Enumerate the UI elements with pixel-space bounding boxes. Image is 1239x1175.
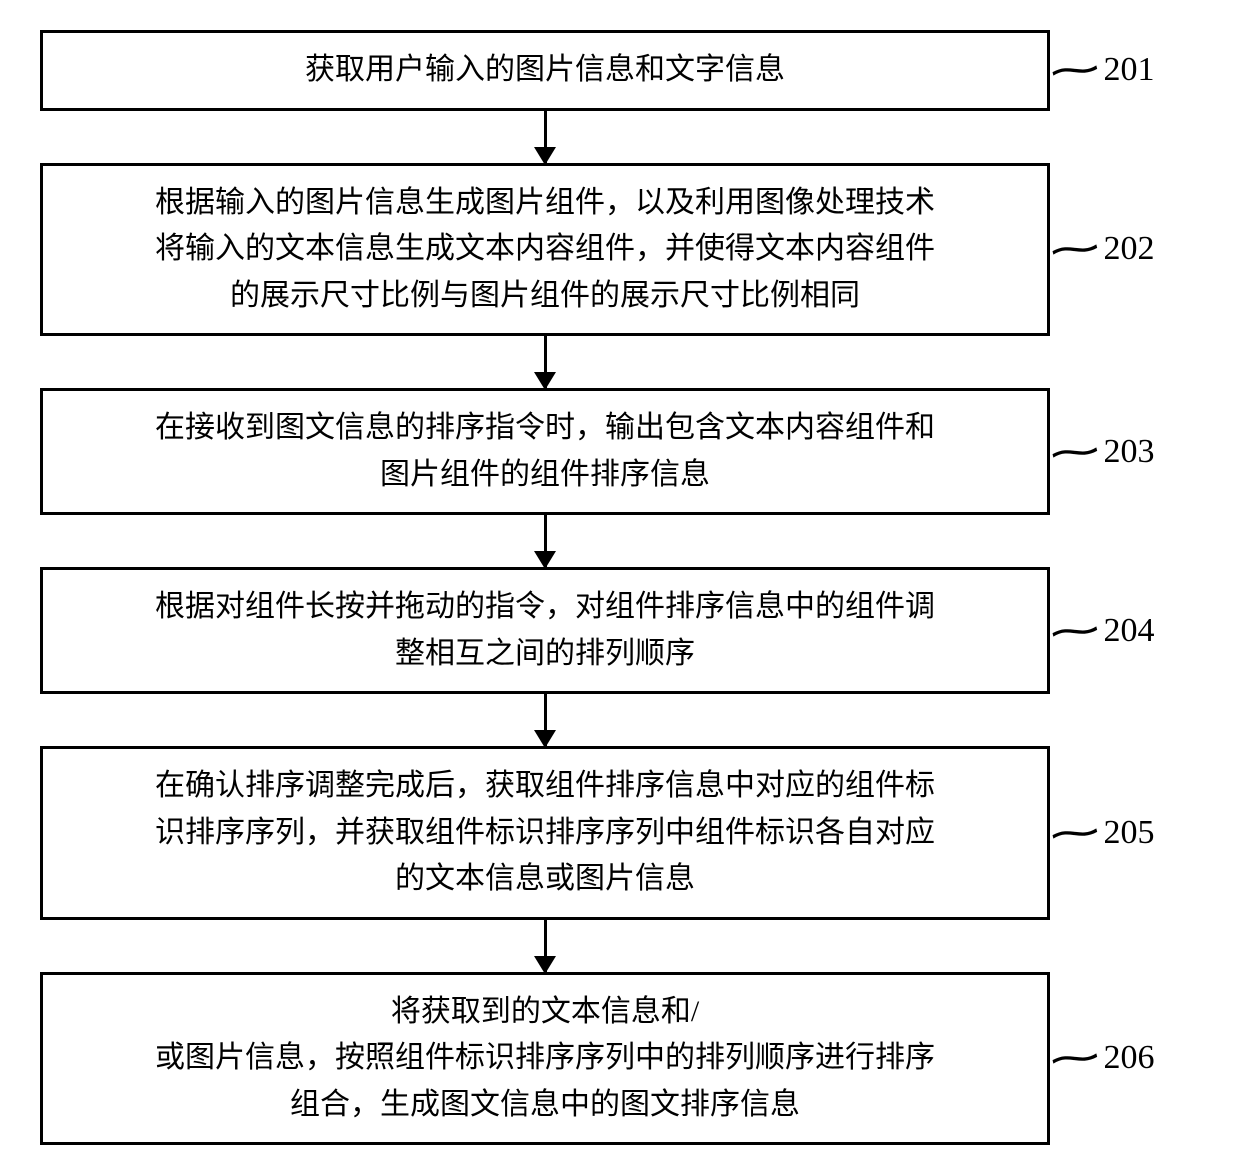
flow-step-box: 在接收到图文信息的排序指令时，输出包含文本内容组件和 图片组件的组件排序信息 — [40, 388, 1050, 515]
connector-tilde-icon: ∼ — [1040, 1036, 1110, 1080]
connector-tilde-icon: ∼ — [1040, 429, 1110, 473]
flow-step-box: 获取用户输入的图片信息和文字信息 — [40, 30, 1050, 111]
flow-step-text: 将获取到的文本信息和/ — [391, 989, 699, 1036]
flow-step-text: 的展示尺寸比例与图片组件的展示尺寸比例相同 — [230, 273, 860, 320]
flow-step-text: 图片组件的组件排序信息 — [380, 452, 710, 499]
flow-step: 在确认排序调整完成后，获取组件排序信息中对应的组件标 识排序序列，并获取组件标识… — [40, 746, 1200, 920]
connector-tilde-icon: ∼ — [1040, 48, 1110, 92]
flow-step-text: 将输入的文本信息生成文本内容组件，并使得文本内容组件 — [155, 226, 935, 273]
flow-step: 将获取到的文本信息和/ 或图片信息，按照组件标识排序序列中的排列顺序进行排序 组… — [40, 972, 1200, 1146]
flow-step-label: ∼ 205 — [1058, 813, 1155, 853]
flow-arrow — [40, 515, 1050, 567]
flow-step-text: 的文本信息或图片信息 — [395, 856, 695, 903]
flow-arrow — [40, 111, 1050, 163]
flow-step-number: 201 — [1104, 51, 1155, 89]
flowchart-container: 获取用户输入的图片信息和文字信息 ∼ 201 根据输入的图片信息生成图片组件，以… — [40, 30, 1200, 1145]
flow-step-label: ∼ 203 — [1058, 432, 1155, 472]
flow-arrow — [40, 920, 1050, 972]
flow-step-number: 205 — [1104, 814, 1155, 852]
flow-step-text: 获取用户输入的图片信息和文字信息 — [305, 47, 785, 94]
flow-step-box: 将获取到的文本信息和/ 或图片信息，按照组件标识排序序列中的排列顺序进行排序 组… — [40, 972, 1050, 1146]
flow-step-text: 组合，生成图文信息中的图文排序信息 — [290, 1082, 800, 1129]
flow-step-label: ∼ 202 — [1058, 229, 1155, 269]
flow-step-label: ∼ 204 — [1058, 611, 1155, 651]
flow-step-label: ∼ 206 — [1058, 1038, 1155, 1078]
flow-step-text: 根据对组件长按并拖动的指令，对组件排序信息中的组件调 — [155, 584, 935, 631]
flow-step: 在接收到图文信息的排序指令时，输出包含文本内容组件和 图片组件的组件排序信息 ∼… — [40, 388, 1200, 515]
flow-step-number: 206 — [1104, 1039, 1155, 1077]
flow-arrow — [40, 336, 1050, 388]
connector-tilde-icon: ∼ — [1040, 608, 1110, 652]
flow-step-text: 在接收到图文信息的排序指令时，输出包含文本内容组件和 — [155, 405, 935, 452]
flow-step: 根据对组件长按并拖动的指令，对组件排序信息中的组件调 整相互之间的排列顺序 ∼ … — [40, 567, 1200, 694]
flow-step-text: 或图片信息，按照组件标识排序序列中的排列顺序进行排序 — [155, 1035, 935, 1082]
connector-tilde-icon: ∼ — [1040, 811, 1110, 855]
flow-arrow — [40, 694, 1050, 746]
connector-tilde-icon: ∼ — [1040, 227, 1110, 271]
flow-step-text: 整相互之间的排列顺序 — [395, 631, 695, 678]
flow-step-number: 203 — [1104, 433, 1155, 471]
flow-step-text: 根据输入的图片信息生成图片组件，以及利用图像处理技术 — [155, 180, 935, 227]
flow-step-text: 在确认排序调整完成后，获取组件排序信息中对应的组件标 — [155, 763, 935, 810]
flow-step-label: ∼ 201 — [1058, 50, 1155, 90]
flow-step-box: 根据输入的图片信息生成图片组件，以及利用图像处理技术 将输入的文本信息生成文本内… — [40, 163, 1050, 337]
flow-step: 根据输入的图片信息生成图片组件，以及利用图像处理技术 将输入的文本信息生成文本内… — [40, 163, 1200, 337]
flow-step-box: 根据对组件长按并拖动的指令，对组件排序信息中的组件调 整相互之间的排列顺序 — [40, 567, 1050, 694]
flow-step-number: 204 — [1104, 612, 1155, 650]
flow-step-text: 识排序序列，并获取组件标识排序序列中组件标识各自对应 — [155, 810, 935, 857]
flow-step-number: 202 — [1104, 230, 1155, 268]
flow-step-box: 在确认排序调整完成后，获取组件排序信息中对应的组件标 识排序序列，并获取组件标识… — [40, 746, 1050, 920]
flow-step: 获取用户输入的图片信息和文字信息 ∼ 201 — [40, 30, 1200, 111]
